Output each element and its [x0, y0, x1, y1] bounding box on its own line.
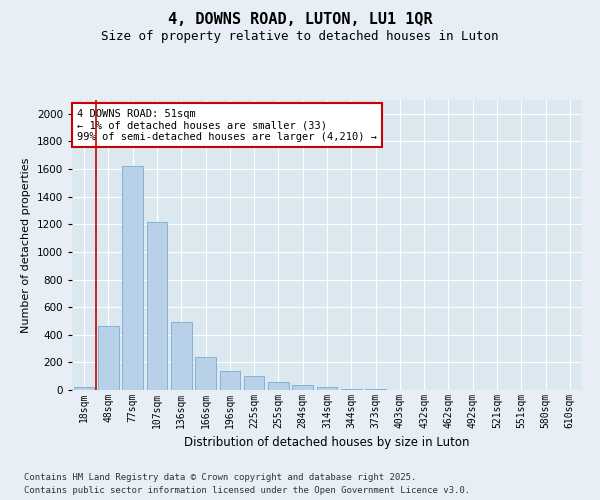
- Y-axis label: Number of detached properties: Number of detached properties: [21, 158, 31, 332]
- Bar: [122, 166, 143, 390]
- Bar: [317, 387, 337, 390]
- Text: Size of property relative to detached houses in Luton: Size of property relative to detached ho…: [101, 30, 499, 43]
- Bar: [146, 222, 167, 390]
- Bar: [171, 322, 191, 390]
- Text: 4, DOWNS ROAD, LUTON, LU1 1QR: 4, DOWNS ROAD, LUTON, LU1 1QR: [167, 12, 433, 28]
- Bar: [292, 385, 313, 390]
- Bar: [268, 382, 289, 390]
- X-axis label: Distribution of detached houses by size in Luton: Distribution of detached houses by size …: [184, 436, 470, 450]
- Bar: [341, 388, 362, 390]
- Bar: [220, 370, 240, 390]
- Text: Contains public sector information licensed under the Open Government Licence v3: Contains public sector information licen…: [24, 486, 470, 495]
- Text: Contains HM Land Registry data © Crown copyright and database right 2025.: Contains HM Land Registry data © Crown c…: [24, 472, 416, 482]
- Text: 4 DOWNS ROAD: 51sqm
← 1% of detached houses are smaller (33)
99% of semi-detache: 4 DOWNS ROAD: 51sqm ← 1% of detached hou…: [77, 108, 377, 142]
- Bar: [195, 357, 216, 390]
- Bar: [74, 387, 94, 390]
- Bar: [98, 326, 119, 390]
- Bar: [244, 376, 265, 390]
